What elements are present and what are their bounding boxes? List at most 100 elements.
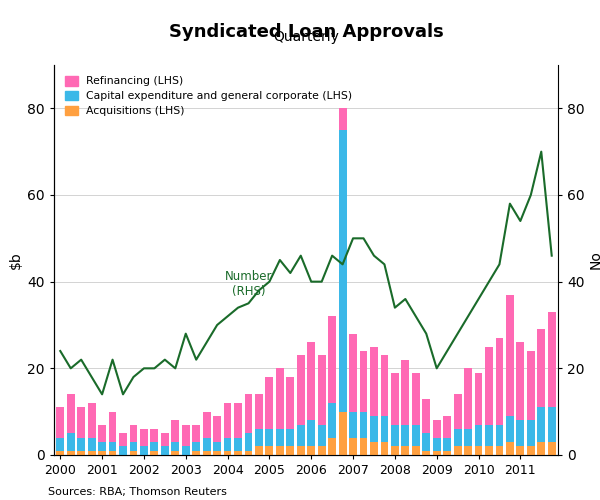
Bar bbox=[328, 403, 336, 438]
Bar bbox=[245, 434, 253, 450]
Text: Sources: RBA; Thomson Reuters: Sources: RBA; Thomson Reuters bbox=[48, 488, 227, 498]
Bar bbox=[265, 377, 274, 429]
Bar bbox=[307, 420, 315, 446]
Bar bbox=[548, 442, 556, 455]
Bar bbox=[192, 450, 200, 455]
Bar bbox=[538, 442, 545, 455]
Bar bbox=[203, 438, 211, 450]
Bar bbox=[506, 442, 514, 455]
Bar bbox=[527, 420, 535, 446]
Bar bbox=[88, 438, 95, 450]
Bar bbox=[286, 429, 294, 446]
Bar bbox=[454, 394, 461, 429]
Bar bbox=[255, 394, 263, 429]
Bar bbox=[475, 424, 482, 446]
Title: Syndicated Loan Approvals: Syndicated Loan Approvals bbox=[169, 23, 443, 41]
Bar bbox=[349, 438, 357, 455]
Bar bbox=[307, 342, 315, 420]
Bar bbox=[496, 338, 503, 424]
Bar bbox=[245, 450, 253, 455]
Bar bbox=[297, 446, 305, 455]
Bar bbox=[307, 446, 315, 455]
Bar bbox=[119, 446, 127, 455]
Bar bbox=[67, 394, 74, 434]
Bar bbox=[276, 446, 284, 455]
Bar bbox=[234, 403, 242, 438]
Bar bbox=[109, 442, 116, 450]
Bar bbox=[517, 446, 524, 455]
Bar bbox=[433, 450, 440, 455]
Bar bbox=[161, 434, 169, 446]
Bar bbox=[172, 420, 179, 442]
Bar bbox=[224, 403, 232, 438]
Bar bbox=[77, 450, 85, 455]
Bar bbox=[172, 442, 179, 450]
Bar bbox=[276, 429, 284, 446]
Bar bbox=[109, 412, 116, 442]
Bar bbox=[370, 346, 378, 416]
Text: Quarterly: Quarterly bbox=[273, 30, 339, 44]
Bar bbox=[391, 424, 399, 446]
Bar bbox=[286, 446, 294, 455]
Bar bbox=[359, 351, 367, 412]
Bar bbox=[517, 342, 524, 420]
Y-axis label: No: No bbox=[589, 250, 600, 270]
Bar bbox=[224, 450, 232, 455]
Bar bbox=[67, 450, 74, 455]
Bar bbox=[203, 412, 211, 438]
Bar bbox=[412, 372, 420, 424]
Bar bbox=[297, 424, 305, 446]
Bar bbox=[475, 446, 482, 455]
Bar bbox=[98, 442, 106, 450]
Bar bbox=[485, 346, 493, 424]
Bar bbox=[391, 372, 399, 424]
Bar bbox=[475, 372, 482, 424]
Bar bbox=[213, 442, 221, 450]
Bar bbox=[56, 450, 64, 455]
Bar bbox=[213, 416, 221, 442]
Bar bbox=[318, 446, 326, 455]
Bar bbox=[192, 442, 200, 450]
Bar bbox=[88, 450, 95, 455]
Bar bbox=[161, 446, 169, 455]
Bar bbox=[527, 351, 535, 420]
Bar bbox=[255, 429, 263, 446]
Bar bbox=[359, 438, 367, 455]
Bar bbox=[203, 450, 211, 455]
Bar bbox=[443, 438, 451, 450]
Bar bbox=[119, 434, 127, 446]
Bar bbox=[538, 330, 545, 407]
Bar bbox=[485, 446, 493, 455]
Bar bbox=[527, 446, 535, 455]
Bar bbox=[380, 356, 388, 416]
Bar bbox=[464, 429, 472, 446]
Bar bbox=[401, 424, 409, 446]
Bar bbox=[265, 429, 274, 446]
Bar bbox=[370, 416, 378, 442]
Bar bbox=[506, 294, 514, 416]
Bar bbox=[422, 450, 430, 455]
Y-axis label: $b: $b bbox=[9, 251, 23, 269]
Bar bbox=[412, 424, 420, 446]
Bar bbox=[349, 334, 357, 411]
Bar bbox=[412, 446, 420, 455]
Bar bbox=[255, 446, 263, 455]
Bar bbox=[140, 446, 148, 455]
Bar bbox=[98, 450, 106, 455]
Bar bbox=[234, 450, 242, 455]
Bar bbox=[359, 412, 367, 438]
Bar bbox=[443, 450, 451, 455]
Bar bbox=[265, 446, 274, 455]
Bar bbox=[318, 424, 326, 446]
Bar bbox=[338, 412, 347, 455]
Bar bbox=[422, 434, 430, 450]
Bar bbox=[77, 408, 85, 438]
Bar bbox=[151, 442, 158, 450]
Bar bbox=[496, 446, 503, 455]
Bar bbox=[77, 438, 85, 450]
Bar bbox=[338, 108, 347, 130]
Bar bbox=[151, 450, 158, 455]
Bar bbox=[496, 424, 503, 446]
Bar bbox=[548, 312, 556, 408]
Bar bbox=[182, 446, 190, 455]
